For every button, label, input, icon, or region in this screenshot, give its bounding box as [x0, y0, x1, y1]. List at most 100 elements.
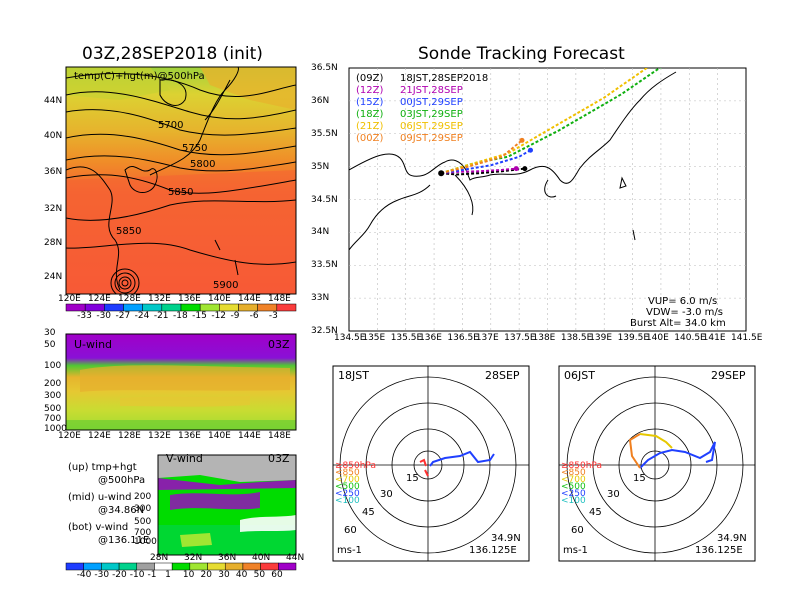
track-lon-tick: 140.5E — [674, 333, 706, 343]
hodograph-trace — [639, 433, 673, 449]
hodograph-lat: 34.9N — [491, 533, 521, 544]
track-lat-tick: 34N — [311, 227, 330, 238]
uwind-pressure-tick: 30 — [44, 328, 56, 338]
map-frame — [65, 66, 297, 295]
track-lat-tick: 36.5N — [311, 63, 338, 73]
map-lon-tick: 144E — [238, 294, 261, 304]
uwind-lon-tick: 128E — [118, 431, 141, 441]
hodograph-ring-label: 45 — [362, 507, 375, 518]
vwind-pressure-tick: 1000 — [134, 537, 157, 547]
uwind-lon-tick: 136E — [178, 431, 201, 441]
vwind-pressure-tick: 200 — [134, 492, 152, 502]
track-lon-tick: 138E — [532, 333, 556, 343]
uwind-pressure-tick: 100 — [44, 361, 62, 371]
map-lat-tick: 28N — [44, 238, 63, 248]
track-lon-tick: 134.5E — [334, 333, 366, 343]
track-lat-tick: 33N — [311, 293, 330, 304]
track-lat-tick: 35N — [311, 161, 330, 172]
contour-label: 5800 — [190, 159, 216, 170]
hodograph-level-label: <850 — [335, 468, 360, 478]
track-lat-tick: 32.5N — [311, 326, 338, 336]
hodograph-time: 06JST — [564, 369, 595, 382]
temp-colorbar-swatch — [219, 303, 239, 312]
uwind-patches — [66, 365, 296, 430]
temp-patches — [66, 67, 296, 294]
track-title: Sonde Tracking Forecast — [418, 44, 625, 64]
vwind-lat-tick: 32N — [184, 553, 203, 563]
hodograph-trace — [429, 450, 495, 467]
wind-colorbar-label: -10 — [129, 570, 145, 580]
track-end-point — [681, 49, 686, 54]
temp-colorbar-swatch — [65, 303, 86, 312]
hodograph-frame — [558, 365, 756, 562]
map-lat-tick: 36N — [44, 167, 63, 177]
uwind-pressure-tick: 300 — [44, 391, 62, 401]
track-lon-tick: 135.5E — [390, 333, 423, 343]
uwind-pressure-tick: 1000 — [44, 424, 67, 434]
uwind-pressure-tick: 700 — [44, 414, 62, 424]
track-end-point — [658, 56, 663, 61]
track-lat-tick: 33.5N — [311, 260, 338, 271]
wind-colorbar-swatch — [224, 562, 244, 571]
track-lon-tick: 137.5E — [504, 333, 536, 343]
launch-code: (00Z) — [356, 133, 384, 144]
uwind-pressure-tick: 200 — [44, 379, 62, 389]
temp-colorbar-swatch — [238, 303, 258, 312]
hodograph-2 — [558, 365, 756, 562]
vwind-frame — [157, 454, 297, 556]
map-lon-tick: 140E — [208, 294, 231, 304]
uwind-lon-tick: 120E — [58, 431, 81, 441]
hodograph-level-label: <500 — [561, 482, 586, 492]
temp-colorbar-label: -6 — [249, 311, 259, 321]
hodograph-level-label: <700 — [335, 475, 360, 485]
temp-colorbar-swatch — [199, 303, 220, 312]
wind-colorbar-label: 1 — [165, 570, 171, 580]
hodograph-level-label: <250 — [335, 489, 360, 499]
temp-colorbar-swatch — [142, 303, 163, 312]
temp-colorbar-label: -21 — [153, 311, 169, 321]
hodograph-level-label: <100 — [335, 496, 360, 506]
temp-colorbar-swatch — [257, 303, 278, 312]
track-line — [440, 68, 662, 175]
map-lat-tick: 24N — [44, 272, 63, 282]
track-line — [440, 139, 523, 175]
uwind-lon-tick: 148E — [268, 431, 291, 441]
temp-colorbar-swatch — [84, 303, 105, 312]
hodograph-trace — [424, 469, 429, 477]
track-end-point — [519, 137, 525, 143]
track-lat-tick: 35.5N — [311, 128, 338, 139]
wind-colorbar-label: 60 — [271, 570, 283, 580]
vwind-pressure-tick: 300 — [134, 504, 152, 514]
sonde-tracks — [438, 49, 686, 177]
map-lon-tick: 132E — [148, 294, 171, 304]
temp-colorbar-label: -15 — [192, 311, 207, 321]
vwind-pressure-tick: 500 — [134, 517, 152, 527]
legend-line-4: @34.86N — [98, 505, 145, 516]
temp-colorbar-swatch — [161, 303, 182, 312]
hodograph-unit: ms-1 — [337, 545, 362, 556]
contour-label: 5900 — [213, 280, 239, 291]
contour-label: 5850 — [168, 187, 194, 198]
track-lon-tick: 140E — [645, 333, 669, 343]
vwind-lat-tick: 40N — [252, 553, 271, 563]
vwind-lat-tick: 36N — [218, 553, 237, 563]
uwind-frame — [65, 333, 297, 431]
wind-colorbar-label: 50 — [253, 570, 266, 580]
vwind-patches — [158, 455, 296, 555]
temp-colorbar-label: -33 — [77, 311, 92, 321]
vup-label: VUP= 6.0 m/s — [648, 296, 718, 307]
uwind-pressure-tick: 50 — [44, 340, 56, 350]
uwind-pressure-tick: 500 — [44, 404, 62, 414]
map-lat-tick: 44N — [44, 96, 63, 106]
track-lon-tick: 135E — [362, 333, 386, 343]
contour-label: 5750 — [182, 143, 208, 154]
temp-colorbar-swatch — [123, 303, 143, 312]
temp-colorbar-swatch — [276, 303, 297, 312]
launch-time: 00JST,29SEP — [400, 97, 463, 108]
track-lon-tick: 138.5E — [560, 333, 593, 343]
wind-colorbar-label: -30 — [94, 570, 110, 580]
map-lon-tick: 120E — [58, 294, 81, 304]
legend-line-6: @136.11E — [98, 535, 150, 546]
track-lon-tick: 141E — [702, 333, 726, 343]
